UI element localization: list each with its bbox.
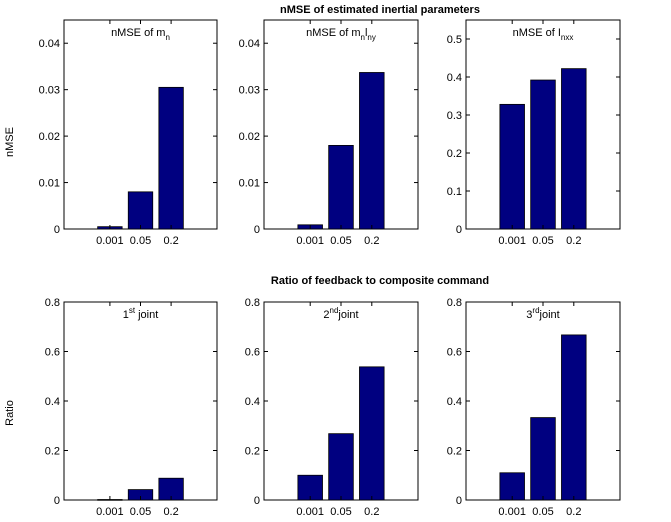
panel-1: 0 0.01 0.02 0.03 0.04 0.001 0.05 0.2 nMSE of mn — [39, 19, 218, 247]
panel-4-title: 1st joint — [123, 306, 159, 321]
panel-3: 0 0.1 0.2 0.3 0.4 0.5 0.001 0.05 0.2 nMSE of Inxx — [447, 19, 621, 247]
panel-1-xtick-label: 0.2 — [163, 235, 178, 247]
panel-1-ytick-label: 0 — [54, 224, 60, 236]
panel-6-xtick-label: 0.001 — [498, 506, 526, 518]
panel-1-bar-2 — [127, 191, 154, 230]
panel-6-ytick-label: 0.8 — [447, 297, 462, 309]
panel-1-ytick-label: 0.04 — [39, 38, 60, 50]
panel-2-ytick-label: 0 — [254, 224, 260, 236]
panel-5-bar-1 — [297, 474, 323, 501]
panel-3-xtick-label: 0.2 — [566, 235, 581, 247]
panel-6-ytick-label: 0 — [456, 495, 462, 507]
panel-2-title: nMSE of mnlny — [306, 27, 376, 42]
panel-3-ytick-label: 0.4 — [447, 72, 462, 84]
panel-4-ytick-label: 0 — [54, 495, 60, 507]
panel-2-ytick-label: 0.03 — [239, 85, 260, 97]
panel-3-ytick-label: 0.1 — [447, 186, 462, 198]
panel-1-xtick-label: 0.001 — [96, 235, 124, 247]
panel-3-ytick-label: 0 — [456, 224, 462, 236]
panel-3-ytick-label: 0.5 — [447, 34, 462, 46]
panel-5-xtick-label: 0.05 — [330, 506, 351, 518]
row2-title: Ratio of feedback to composite command — [271, 275, 489, 287]
panel-2-ytick-label: 0.04 — [239, 38, 260, 50]
panel-6-bar-2 — [530, 417, 556, 501]
row1-ylabel: nMSE — [4, 127, 16, 157]
panel-2-xtick-label: 0.2 — [364, 235, 379, 247]
panel-1-ytick-label: 0.03 — [39, 85, 60, 97]
panel-3-bar-2 — [530, 79, 556, 230]
panel-3-xtick-label: 0.05 — [532, 235, 553, 247]
panel-6-bar-3 — [561, 334, 587, 501]
row1-title: nMSE of estimated inertial parameters — [280, 4, 480, 16]
panel-4-ytick-label: 0.2 — [45, 446, 60, 458]
panel-5-bar-3 — [359, 366, 385, 501]
panel-5-title: 2ndjoint — [323, 306, 358, 321]
panel-4-ytick-label: 0.4 — [45, 396, 60, 408]
panel-6-title: 3rdjoint — [526, 306, 559, 321]
panel-1-ytick-label: 0.02 — [39, 131, 60, 143]
panel-5: 0 0.2 0.4 0.6 0.8 0.001 0.05 0.2 2ndjoint — [245, 297, 419, 518]
panel-2-ytick-label: 0.01 — [239, 178, 260, 190]
panel-5-ytick-label: 0.8 — [245, 297, 260, 309]
panel-2-ytick-label: 0.02 — [239, 131, 260, 143]
panel-5-bar-2 — [328, 433, 354, 501]
panel-6-ytick-label: 0.4 — [447, 396, 462, 408]
panel-3-ytick-label: 0.3 — [447, 110, 462, 122]
panel-4-xtick-label: 0.2 — [163, 506, 178, 518]
panel-6-ytick-label: 0.2 — [447, 446, 462, 458]
panel-5-xtick-label: 0.2 — [364, 506, 379, 518]
panel-3-bar-1 — [499, 103, 525, 230]
row2-ylabel: Ratio — [4, 400, 16, 426]
panel-4: 0 0.2 0.4 0.6 0.8 0.001 0.05 0.2 1st joint — [45, 297, 218, 518]
panel-2-xtick-label: 0.001 — [296, 235, 324, 247]
panel-4-ytick-label: 0.6 — [45, 347, 60, 359]
panel-6-ytick-label: 0.6 — [447, 347, 462, 359]
panel-6-bar-1 — [499, 472, 525, 501]
panel-5-ytick-label: 0.6 — [245, 347, 260, 359]
panel-6-xtick-label: 0.05 — [532, 506, 553, 518]
panel-2: 0 0.01 0.02 0.03 0.04 0.001 0.05 0.2 nMSE of mnl… — [239, 19, 419, 247]
panel-5-ytick-label: 0.2 — [245, 446, 260, 458]
panel-3-bar-3 — [561, 68, 587, 230]
panel-6: 0 0.2 0.4 0.6 0.8 0.001 0.05 0.2 3rdjoint — [447, 297, 621, 518]
panel-4-xtick-label: 0.001 — [96, 506, 124, 518]
panel-5-ytick-label: 0.4 — [245, 396, 260, 408]
panel-4-ytick-label: 0.8 — [45, 297, 60, 309]
panel-4-axes-box — [63, 301, 218, 501]
panel-3-xtick-label: 0.001 — [498, 235, 526, 247]
panel-1-bar-3 — [158, 86, 184, 230]
panel-1-xtick-label: 0.05 — [130, 235, 151, 247]
panel-2-bar-2 — [328, 144, 354, 230]
panel-1-title: nMSE of mn — [111, 27, 170, 42]
panel-3-title: nMSE of Inxx — [513, 27, 574, 42]
panel-2-bar-3 — [359, 72, 385, 230]
panel-6-xtick-label: 0.2 — [566, 506, 581, 518]
panel-4-xtick-label: 0.05 — [130, 506, 151, 518]
panel-5-xtick-label: 0.001 — [296, 506, 324, 518]
panel-2-xtick-label: 0.05 — [330, 235, 351, 247]
panel-3-ytick-label: 0.2 — [447, 148, 462, 160]
panel-5-ytick-label: 0 — [254, 495, 260, 507]
panel-1-ytick-label: 0.01 — [39, 178, 60, 190]
